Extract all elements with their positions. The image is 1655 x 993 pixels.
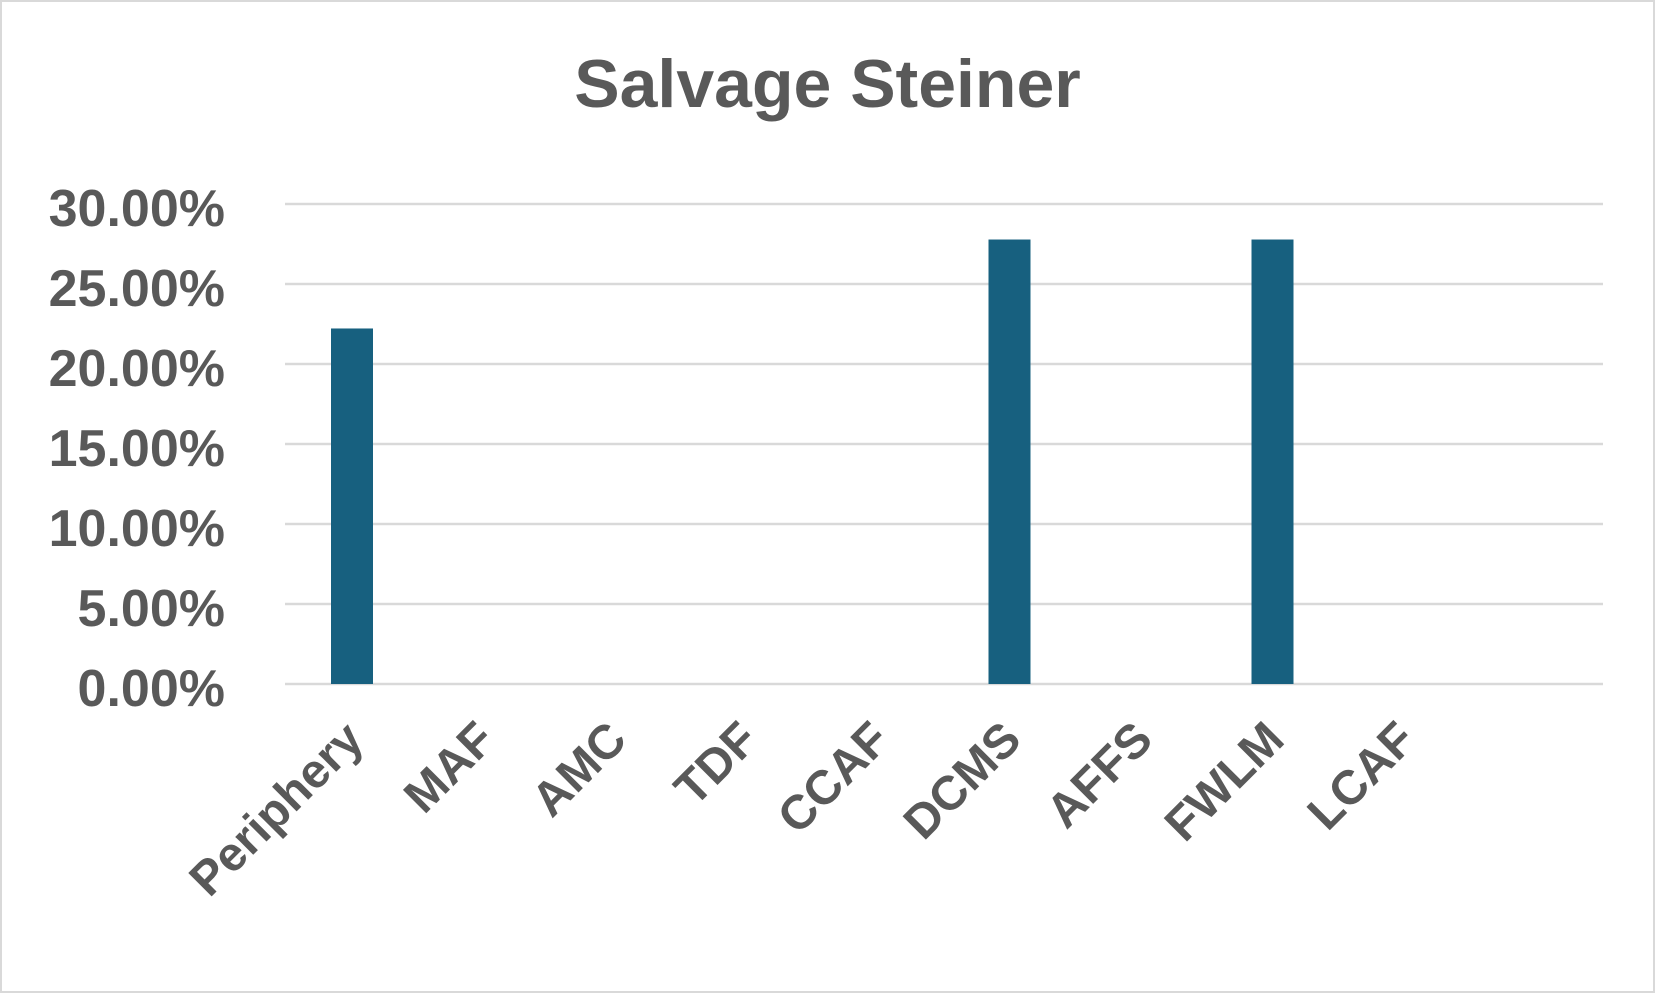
bars — [331, 239, 1294, 684]
y-tick-label: 5.00% — [78, 580, 225, 638]
x-tick-label: AMC — [522, 712, 637, 827]
x-tick-label: LCAF — [1298, 712, 1426, 840]
y-axis-ticks: 0.00% 5.00% 10.00% 15.00% 20.00% 25.00% 30.00% — [49, 180, 225, 718]
x-tick-label: CCAF — [768, 712, 900, 844]
y-tick-label: 20.00% — [49, 340, 225, 398]
y-tick-label: 30.00% — [49, 180, 225, 238]
y-tick-label: 15.00% — [49, 420, 225, 478]
bar-periphery — [331, 328, 373, 684]
y-tick-label: 10.00% — [49, 500, 225, 558]
bar-dcms — [988, 239, 1031, 684]
x-tick-label: DCMS — [894, 712, 1031, 849]
bar-fwlm — [1251, 239, 1294, 684]
y-tick-label: 0.00% — [78, 660, 225, 718]
x-tick-label: MAF — [394, 712, 505, 823]
gridlines — [285, 202, 1603, 686]
x-tick-label: Periphery — [180, 712, 374, 906]
x-tick-label: AFFS — [1037, 712, 1163, 838]
chart-title: Salvage Steiner — [574, 46, 1081, 122]
y-tick-label: 25.00% — [49, 260, 225, 318]
x-tick-label: TDF — [665, 712, 768, 815]
x-tick-label: FWLM — [1155, 712, 1294, 851]
